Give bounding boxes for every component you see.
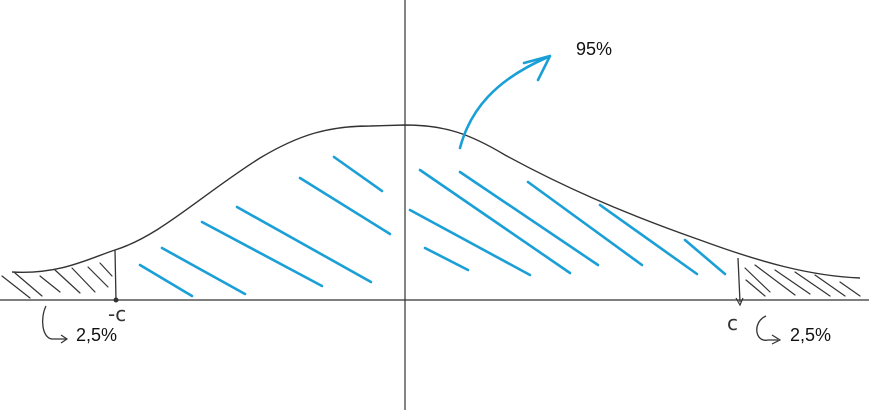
right-tail-hatch — [744, 264, 861, 297]
central-area-label: 95% — [576, 39, 612, 59]
right-critical-arrowhead — [735, 297, 744, 307]
right-tail-label: 2,5% — [790, 325, 831, 345]
right-critical-label: c — [727, 311, 738, 335]
arrow-to-95-icon — [458, 55, 550, 150]
left-critical-label: -c — [108, 302, 126, 326]
right-tail-hook-arrow-icon — [756, 315, 778, 341]
arrowhead-icon — [522, 54, 552, 82]
left-tail-hook-arrowhead-icon — [60, 334, 69, 344]
right-tail-hook-arrowhead-icon — [771, 334, 782, 345]
bell-curve — [11, 124, 861, 279]
left-tail-hatch — [1, 262, 113, 299]
left-tail-label: 2,5% — [76, 325, 117, 345]
left-critical-dot — [113, 297, 119, 303]
central-area-hatch — [138, 155, 727, 298]
left-critical-line — [114, 249, 117, 301]
right-critical-line — [737, 257, 741, 303]
left-tail-hook-arrow-icon — [41, 305, 66, 340]
